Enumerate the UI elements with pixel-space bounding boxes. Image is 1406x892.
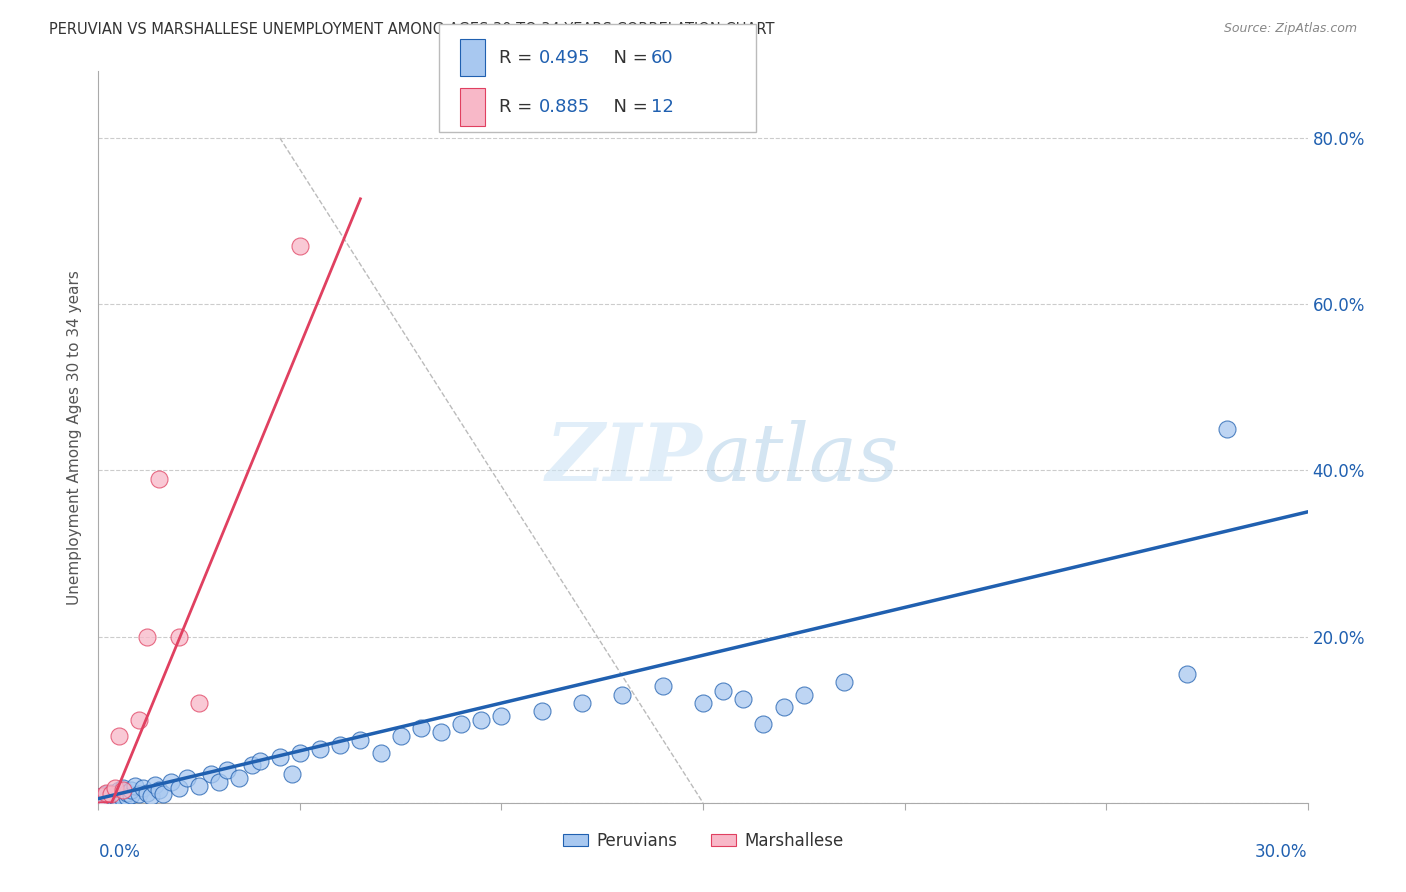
Point	[249, 754, 271, 768]
Text: Source: ZipAtlas.com: Source: ZipAtlas.com	[1223, 22, 1357, 36]
Point	[167, 780, 190, 795]
Point	[103, 789, 125, 804]
Text: ZIP: ZIP	[546, 420, 703, 498]
Text: N =: N =	[602, 48, 654, 67]
Point	[143, 778, 166, 792]
Text: 0.885: 0.885	[538, 98, 589, 116]
Text: PERUVIAN VS MARSHALLESE UNEMPLOYMENT AMONG AGES 30 TO 34 YEARS CORRELATION CHART: PERUVIAN VS MARSHALLESE UNEMPLOYMENT AMO…	[49, 22, 775, 37]
Point	[772, 700, 794, 714]
Point	[111, 791, 134, 805]
Point	[240, 758, 263, 772]
Text: atlas: atlas	[703, 420, 898, 498]
Point	[124, 779, 146, 793]
Point	[128, 788, 150, 802]
Text: 30.0%: 30.0%	[1256, 843, 1308, 861]
Point	[188, 696, 211, 710]
Point	[115, 786, 138, 800]
Text: 0.0%: 0.0%	[98, 843, 141, 861]
Point	[139, 789, 162, 804]
Point	[793, 688, 815, 702]
Point	[1216, 422, 1239, 436]
Point	[96, 788, 118, 802]
Point	[450, 716, 472, 731]
Point	[269, 750, 291, 764]
Text: 60: 60	[651, 48, 673, 67]
Text: 12: 12	[651, 98, 673, 116]
Point	[91, 791, 114, 805]
Point	[389, 729, 412, 743]
Point	[430, 725, 453, 739]
Point	[96, 793, 118, 807]
Point	[176, 771, 198, 785]
Point	[832, 675, 855, 690]
Point	[288, 239, 311, 253]
Point	[409, 721, 432, 735]
Point	[152, 788, 174, 802]
Text: R =: R =	[499, 98, 538, 116]
Point	[120, 789, 142, 803]
Point	[651, 680, 673, 694]
Point	[107, 729, 129, 743]
Point	[470, 713, 492, 727]
Point	[370, 746, 392, 760]
Point	[612, 688, 634, 702]
Text: N =: N =	[602, 98, 654, 116]
Point	[711, 683, 734, 698]
Point	[692, 696, 714, 710]
Point	[103, 780, 125, 795]
Point	[107, 788, 129, 802]
Point	[148, 783, 170, 797]
Point	[1175, 667, 1198, 681]
Point	[111, 780, 134, 795]
Legend: Peruvians, Marshallese: Peruvians, Marshallese	[557, 825, 849, 856]
Point	[733, 692, 755, 706]
Point	[491, 708, 513, 723]
Point	[135, 630, 157, 644]
Point	[208, 775, 231, 789]
Point	[96, 786, 118, 800]
Y-axis label: Unemployment Among Ages 30 to 34 years: Unemployment Among Ages 30 to 34 years	[67, 269, 83, 605]
Point	[188, 779, 211, 793]
Point	[100, 790, 122, 805]
Point	[100, 788, 122, 802]
Point	[349, 733, 371, 747]
Point	[132, 780, 155, 795]
Point	[148, 472, 170, 486]
Text: 0.495: 0.495	[538, 48, 591, 67]
Text: R =: R =	[499, 48, 538, 67]
Point	[200, 766, 222, 780]
Point	[167, 630, 190, 644]
Point	[288, 746, 311, 760]
Point	[107, 783, 129, 797]
Point	[752, 716, 775, 731]
Point	[103, 792, 125, 806]
Point	[91, 789, 114, 804]
Point	[329, 738, 352, 752]
Point	[135, 786, 157, 800]
Point	[228, 771, 250, 785]
Point	[309, 741, 332, 756]
Point	[120, 783, 142, 797]
Point	[128, 713, 150, 727]
Point	[217, 763, 239, 777]
Point	[530, 705, 553, 719]
Point	[115, 789, 138, 804]
Point	[571, 696, 593, 710]
Point	[91, 789, 114, 804]
Point	[160, 775, 183, 789]
Point	[111, 783, 134, 797]
Point	[100, 786, 122, 800]
Point	[281, 766, 304, 780]
